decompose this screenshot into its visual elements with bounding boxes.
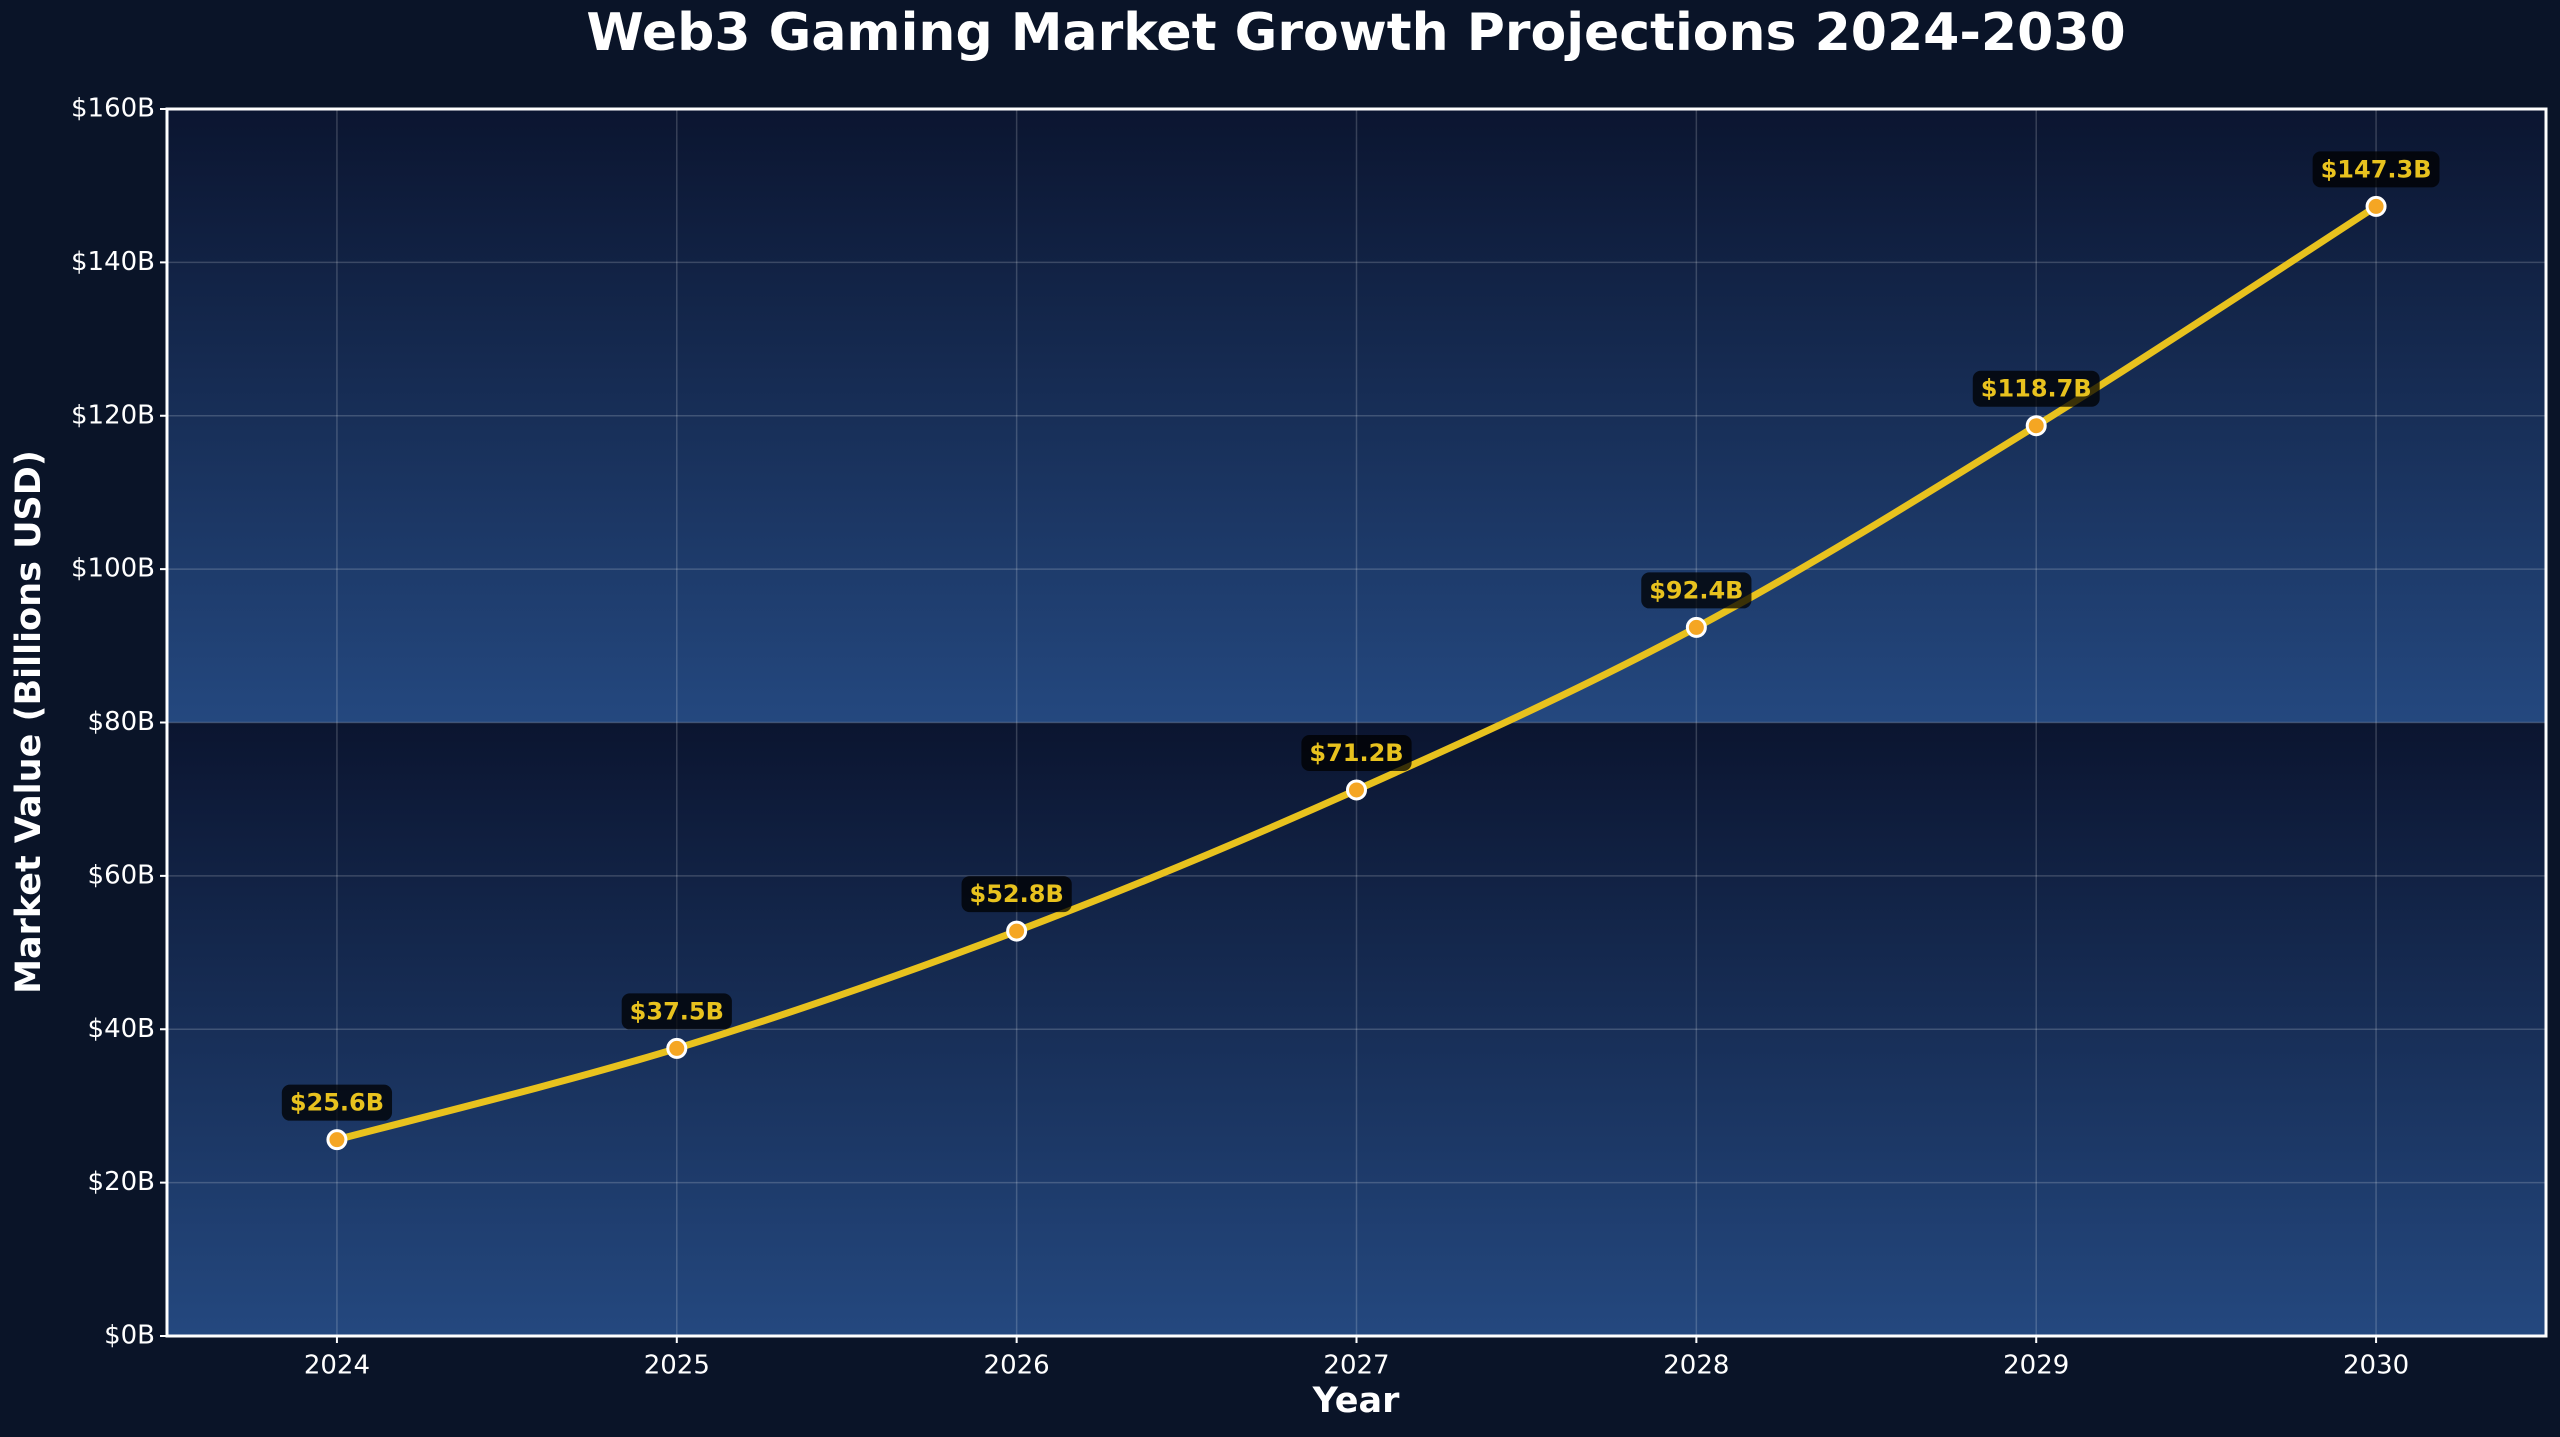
value-label-group: $71.2B xyxy=(1301,734,1412,771)
y-tick-label: $120B xyxy=(71,400,155,430)
value-label-group: $25.6B xyxy=(281,1084,393,1121)
x-tick-label: 2026 xyxy=(984,1351,1050,1381)
band xyxy=(167,722,2546,1336)
value-label-group: $147.3B xyxy=(2312,151,2440,188)
value-label: $147.3B xyxy=(2321,155,2432,183)
y-tick-label: $140B xyxy=(71,247,155,277)
chart-title: Web3 Gaming Market Growth Projections 20… xyxy=(586,3,2125,63)
x-tick-label: 2027 xyxy=(1323,1351,1389,1381)
y-axis-label: Market Value (Billions USD) xyxy=(9,450,49,994)
value-label: $71.2B xyxy=(1309,739,1403,767)
marker xyxy=(2025,415,2047,437)
value-label-box xyxy=(961,876,1072,913)
y-tick-label: $160B xyxy=(71,94,155,124)
x-tick-label: 2024 xyxy=(304,1351,370,1381)
band xyxy=(167,109,2546,723)
marker xyxy=(326,1129,348,1151)
x-tick-label: 2030 xyxy=(2343,1351,2409,1381)
plot-background xyxy=(167,109,2546,1336)
plot-frame xyxy=(165,107,2548,1338)
value-label-group: $52.8B xyxy=(961,876,1072,913)
value-label: $52.8B xyxy=(970,880,1064,908)
y-tick-label: $0B xyxy=(104,1321,155,1351)
marker xyxy=(666,1037,688,1059)
x-tick-label: 2028 xyxy=(1663,1351,1729,1381)
value-label: $118.7B xyxy=(1981,375,2092,403)
plot: $25.6B $37.5B $52.8B $71.2B $92.4B $118.7B $14… xyxy=(281,151,2440,1151)
value-label-group: $92.4B xyxy=(1641,572,1752,609)
value-label-group: $37.5B xyxy=(621,993,732,1030)
value-label-group: $118.7B xyxy=(1972,370,2100,407)
x-axis-label: Year xyxy=(1312,1381,1400,1421)
y-tick-label: $100B xyxy=(71,554,155,584)
marker xyxy=(1346,779,1367,801)
marker xyxy=(2365,195,2387,217)
value-label-box xyxy=(1641,572,1752,609)
y-tick-label: $20B xyxy=(88,1167,155,1197)
value-label-box xyxy=(2312,151,2440,188)
y-tick-label: $60B xyxy=(88,860,155,890)
value-label-box xyxy=(1301,734,1412,771)
x-tick-label: 2025 xyxy=(644,1351,710,1381)
value-label-box xyxy=(281,1084,393,1121)
y-tick-label: $40B xyxy=(88,1014,155,1044)
x-tick-label: 2029 xyxy=(2003,1351,2069,1381)
value-label: $25.6B xyxy=(290,1089,384,1117)
value-label: $37.5B xyxy=(630,997,724,1025)
y-tick-label: $80B xyxy=(88,707,155,737)
marker xyxy=(1685,616,1707,638)
marker xyxy=(1006,920,1028,942)
value-label: $92.4B xyxy=(1649,576,1743,604)
value-label-box xyxy=(1972,370,2100,407)
value-label-box xyxy=(621,993,732,1030)
